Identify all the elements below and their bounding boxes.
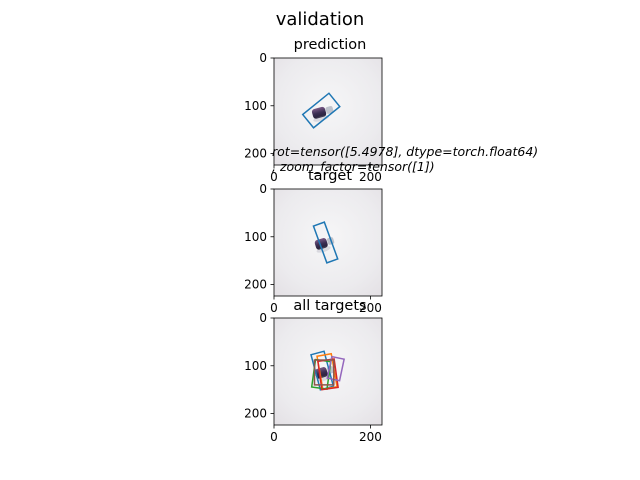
x-tick-label: 0 (270, 170, 278, 184)
y-tick-label: 100 (244, 99, 267, 113)
annotation-text: rot=tensor([5.4978], dtype=torch.float64… (272, 144, 538, 174)
x-tick-label: 200 (359, 301, 382, 315)
subplot-title: target (308, 168, 352, 184)
subplot-title: all targets (293, 298, 366, 314)
y-tick-label: 0 (259, 51, 267, 65)
bbox-0 (312, 221, 339, 264)
y-tick-label: 0 (259, 311, 267, 325)
figure-title: validation (276, 9, 365, 30)
bbox-0 (301, 92, 341, 129)
x-tick-label: 0 (270, 430, 278, 444)
y-tick-label: 100 (244, 359, 267, 373)
x-tick-label: 200 (359, 430, 382, 444)
bbox-5 (313, 359, 335, 386)
axes-frame (273, 188, 383, 297)
x-tick-label: 0 (270, 301, 278, 315)
axes-frame (273, 317, 383, 426)
y-tick-label: 0 (259, 182, 267, 196)
x-tick-label: 200 (359, 170, 382, 184)
y-tick-label: 200 (244, 407, 267, 421)
y-tick-label: 200 (244, 278, 267, 292)
y-tick-label: 100 (244, 230, 267, 244)
y-tick-label: 200 (244, 147, 267, 161)
object-bottle (311, 106, 334, 122)
subplot-title: prediction (294, 37, 367, 53)
axes-frame (273, 57, 383, 166)
